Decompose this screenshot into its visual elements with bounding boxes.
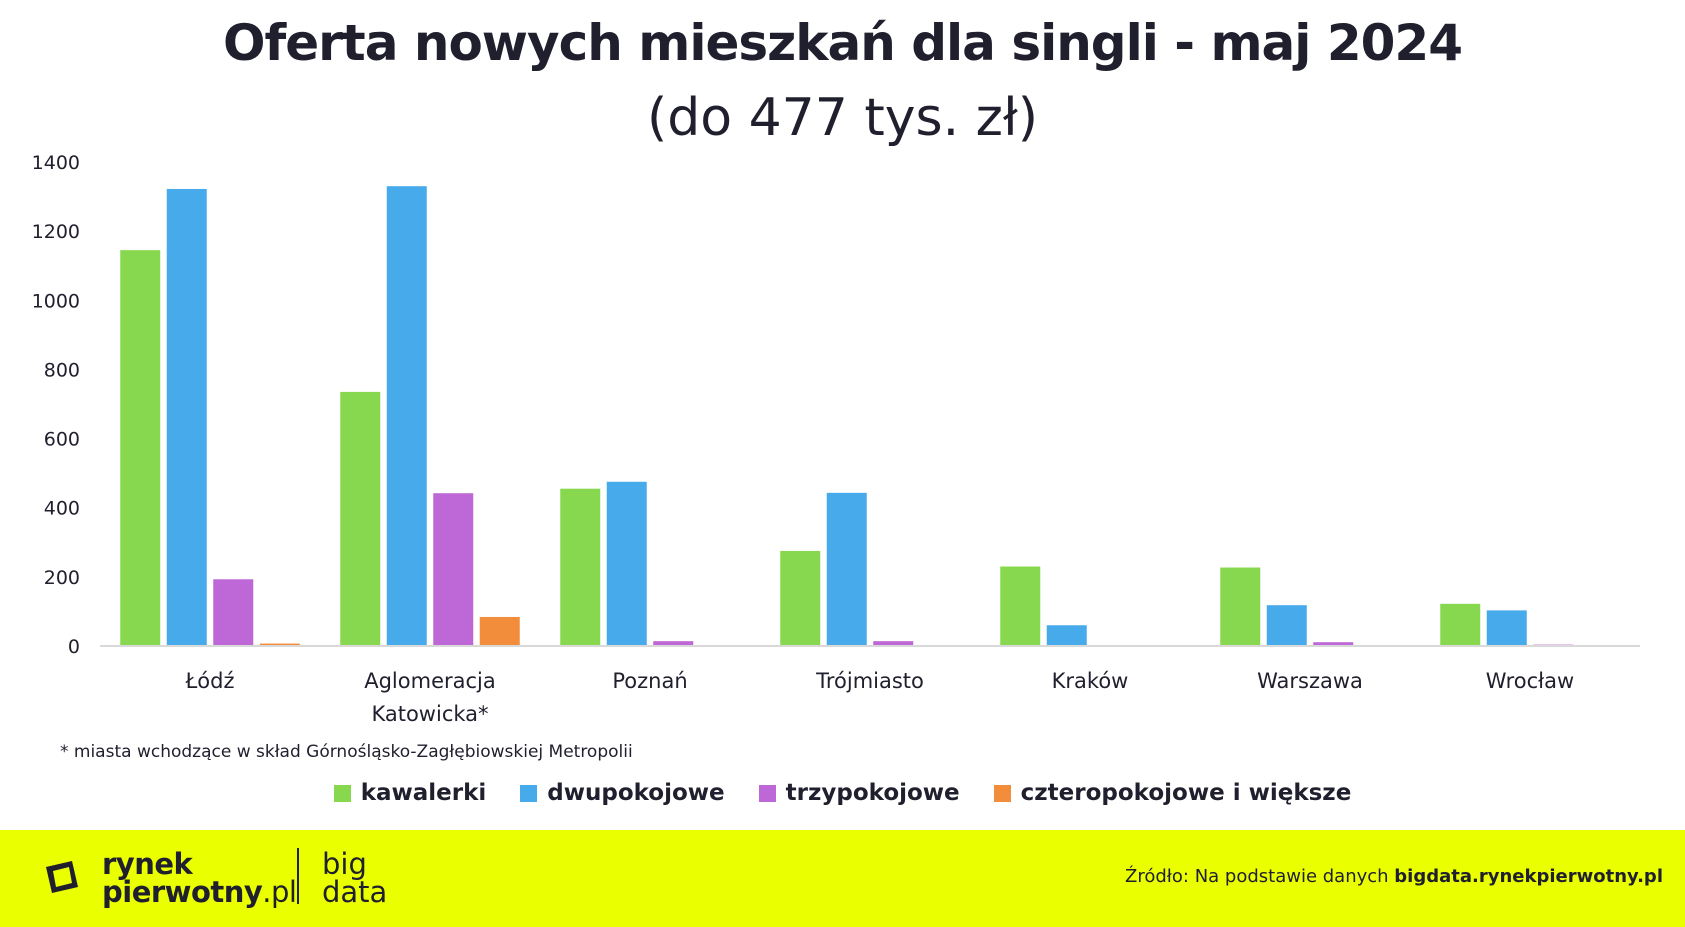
legend-swatch — [758, 784, 776, 802]
x-axis: Łódź Aglomeracja Katowicka* Poznań Trójmiast… — [184, 669, 1574, 726]
legend-swatch — [333, 784, 351, 802]
x-tick-label: Wrocław — [1486, 669, 1574, 693]
bar — [1486, 610, 1527, 646]
bars — [120, 186, 1574, 647]
x-tick-label: Kraków — [1052, 669, 1129, 693]
legend: kawalerki dwupokojowe trzypokojowe czteropo… — [0, 780, 1685, 806]
bar — [873, 641, 914, 646]
legend-item: czteropokojowe i większe — [993, 780, 1352, 806]
y-tick-label: 200 — [44, 567, 80, 589]
bar — [606, 481, 647, 646]
bar — [386, 186, 427, 646]
y-axis: 0 200 400 600 800 1000 1200 1400 — [32, 152, 80, 658]
bigdata-logo-text: big data — [322, 847, 388, 909]
footnote: * miasta wchodzące w skład Górnośląsko-Z… — [60, 742, 633, 762]
bar — [120, 250, 161, 646]
chart-subtitle: (do 477 tys. zł) — [646, 88, 1039, 148]
bar — [479, 616, 520, 646]
bar — [560, 488, 601, 646]
chart-title: Oferta nowych mieszkań dla singli - maj … — [222, 14, 1463, 72]
legend-swatch — [520, 784, 538, 802]
legend-item: dwupokojowe — [520, 780, 725, 806]
bar — [213, 579, 254, 646]
bar — [780, 550, 821, 646]
legend-label: kawalerki — [360, 780, 487, 806]
x-tick-label: Warszawa — [1257, 669, 1363, 693]
logo-text: rynek pierwotny.pl — [102, 847, 297, 909]
footer-bar: rynek pierwotny.pl big data Źródło: Na p… — [0, 830, 1685, 927]
y-tick-label: 1000 — [32, 290, 80, 312]
bar — [826, 492, 867, 646]
legend-label: czteropokojowe i większe — [1020, 780, 1352, 806]
logo-icon — [46, 861, 78, 893]
legend-item: kawalerki — [333, 780, 487, 806]
bar-chart: 0 200 400 600 800 1000 1200 1400 Łódź Aglomeracj… — [32, 152, 1640, 726]
x-tick-label: Trójmiasto — [815, 669, 924, 693]
legend-label: trzypokojowe — [785, 780, 960, 806]
bar — [1440, 603, 1481, 646]
bar — [1266, 605, 1307, 646]
legend-item: trzypokojowe — [758, 780, 960, 806]
y-tick-label: 400 — [44, 498, 80, 520]
bar — [166, 188, 207, 647]
y-tick-label: 0 — [68, 636, 80, 658]
bar — [259, 643, 300, 646]
legend-swatch — [993, 784, 1011, 802]
bar — [1000, 566, 1041, 646]
x-tick-label: Katowicka* — [371, 702, 488, 726]
y-tick-label: 1200 — [32, 221, 80, 243]
bar — [340, 391, 381, 646]
x-tick-label: Aglomeracja — [364, 669, 496, 693]
legend-label: dwupokojowe — [547, 780, 725, 806]
x-tick-label: Łódź — [184, 669, 234, 693]
bar — [653, 641, 694, 646]
bar — [1046, 625, 1087, 646]
bar — [433, 493, 474, 646]
y-tick-label: 600 — [44, 429, 80, 451]
logo-divider — [297, 848, 299, 904]
y-tick-label: 800 — [44, 359, 80, 381]
y-tick-label: 1400 — [32, 152, 80, 174]
source-note: Źródło: Na podstawie danych bigdata.ryne… — [1125, 866, 1663, 887]
x-tick-label: Poznań — [612, 669, 687, 693]
bar — [1220, 567, 1261, 646]
bar — [1313, 642, 1354, 646]
